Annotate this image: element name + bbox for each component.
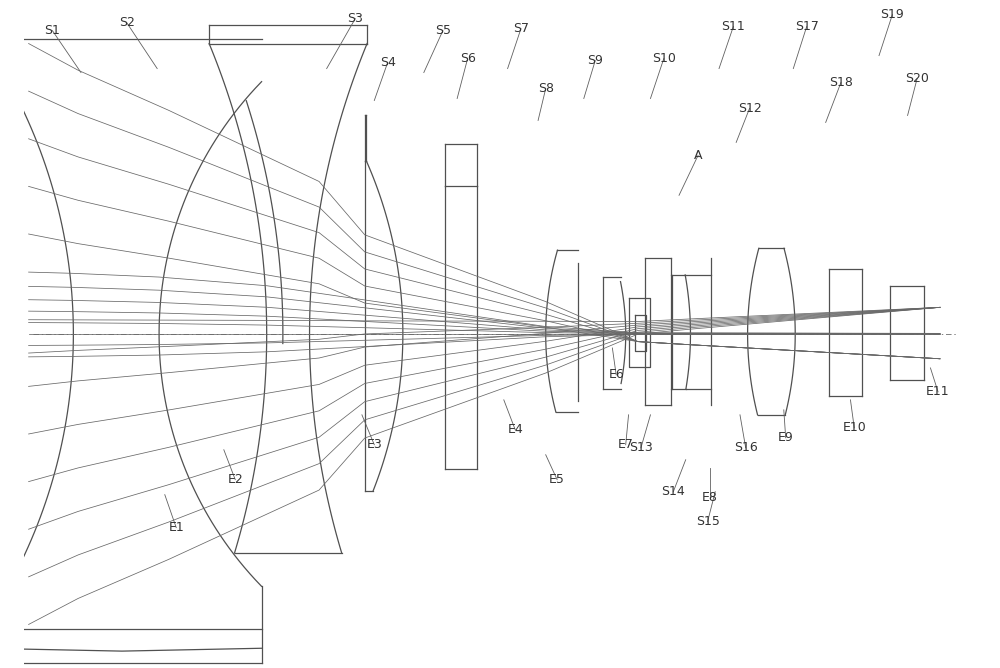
Text: E7: E7 bbox=[618, 438, 634, 452]
Text: E6: E6 bbox=[608, 369, 624, 381]
Text: E9: E9 bbox=[778, 432, 794, 444]
Text: S8: S8 bbox=[538, 82, 554, 95]
Text: S3: S3 bbox=[347, 12, 363, 25]
Text: S1: S1 bbox=[44, 24, 60, 37]
Text: A: A bbox=[694, 149, 702, 162]
Text: S16: S16 bbox=[734, 442, 758, 454]
Text: S20: S20 bbox=[905, 72, 929, 85]
Text: E4: E4 bbox=[507, 424, 523, 436]
Text: E5: E5 bbox=[549, 473, 565, 486]
Text: E8: E8 bbox=[702, 491, 717, 504]
Text: S15: S15 bbox=[696, 515, 720, 528]
Text: S2: S2 bbox=[119, 16, 135, 29]
Text: S6: S6 bbox=[460, 52, 476, 65]
Text: E2: E2 bbox=[227, 473, 243, 486]
Text: S14: S14 bbox=[661, 485, 685, 498]
Text: S11: S11 bbox=[721, 20, 745, 33]
Text: S12: S12 bbox=[738, 102, 761, 115]
Text: S13: S13 bbox=[629, 442, 653, 454]
Text: S19: S19 bbox=[880, 8, 904, 21]
Text: S17: S17 bbox=[795, 20, 819, 33]
Text: S18: S18 bbox=[829, 76, 853, 89]
Text: S4: S4 bbox=[380, 56, 396, 69]
Text: S9: S9 bbox=[587, 54, 603, 67]
Text: E10: E10 bbox=[842, 422, 866, 434]
Text: E3: E3 bbox=[366, 438, 382, 452]
Text: E1: E1 bbox=[168, 521, 184, 534]
Text: S7: S7 bbox=[513, 22, 529, 35]
Text: S5: S5 bbox=[435, 24, 451, 37]
Text: E11: E11 bbox=[926, 385, 950, 398]
Text: S10: S10 bbox=[652, 52, 676, 65]
